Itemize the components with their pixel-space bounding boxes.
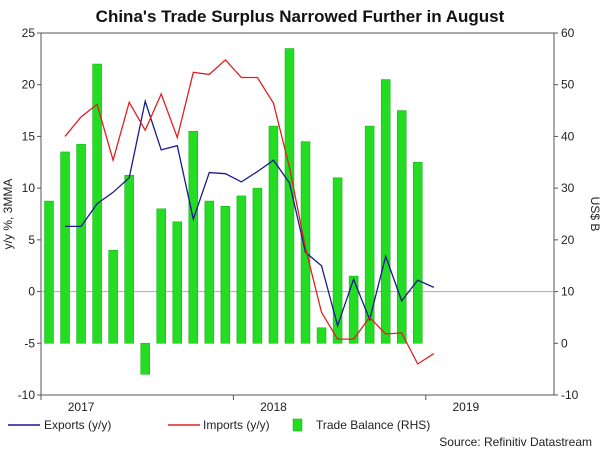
left-tick-label: 0 [28,285,35,299]
trade-balance-bar [140,343,150,375]
right-tick-label: 50 [561,78,575,92]
trade-balance-bar [284,48,295,344]
left-tick-label: 25 [22,26,36,40]
trade-balance-bar [60,151,70,344]
trade-balance-bar [364,125,375,344]
chart-title: China's Trade Surplus Narrowed Further i… [96,7,505,26]
legend-exports-label: Exports (y/y) [44,418,111,432]
right-tick-label: -10 [561,388,579,402]
trade-balance-bar [252,187,263,344]
legend-imports-label: Imports (y/y) [203,418,270,432]
year-label: 2017 [68,400,95,414]
trade-balance-bar [316,327,327,344]
left-tick-label: 10 [22,181,36,195]
plot-area: -10 -5 0 5 10 15 20 25 -10 0 10 20 30 40 50 60 2017 2018 2… [18,26,579,414]
left-tick-label: -10 [18,388,36,402]
trade-balance-bar [188,131,199,344]
trade-balance-bar [300,141,311,344]
left-tick-label: 5 [28,233,35,247]
trade-balance-bar [108,249,118,344]
year-label: 2019 [452,400,479,414]
right-tick-label: 10 [561,285,575,299]
trade-balance-bar [348,275,359,344]
right-tick-label: 0 [561,336,568,350]
trade-balance-bar [396,110,407,344]
exports-line [65,98,435,328]
trade-balance-bar [156,208,166,344]
right-tick-label: 40 [561,129,575,143]
y-axis-left-label: y/y %, 3MMA [1,179,15,250]
trade-balance-bar [220,205,231,344]
left-tick-label: -5 [24,336,35,350]
trade-balance-bar [236,195,247,344]
trade-balance-bar [44,200,54,344]
right-tick-label: 20 [561,233,575,247]
trade-balance-bar [380,79,391,344]
trade-balance-bar [332,177,343,344]
legend: Exports (y/y) Imports (y/y) Trade Balance … [8,418,430,432]
year-label: 2018 [260,400,287,414]
trade-balance-bar [204,200,215,344]
source-note: Source: Refinitiv Datastream [439,435,592,449]
trade-balance-bar [172,221,183,344]
left-tick-label: 15 [22,129,36,143]
trade-balance-bar [268,125,279,344]
right-tick-label: 30 [561,181,575,195]
trade-balance-bar [124,174,134,344]
legend-balance-swatch [292,418,303,432]
trade-balance-bar [412,162,423,344]
left-tick-label: 20 [22,78,36,92]
trade-balance-bar [76,143,86,344]
right-tick-label: 60 [561,26,575,40]
plot-frame [40,32,555,396]
y-axis-right-label: US$ B [588,197,600,232]
legend-balance-label: Trade Balance (RHS) [316,418,430,432]
imports-line [64,58,435,365]
